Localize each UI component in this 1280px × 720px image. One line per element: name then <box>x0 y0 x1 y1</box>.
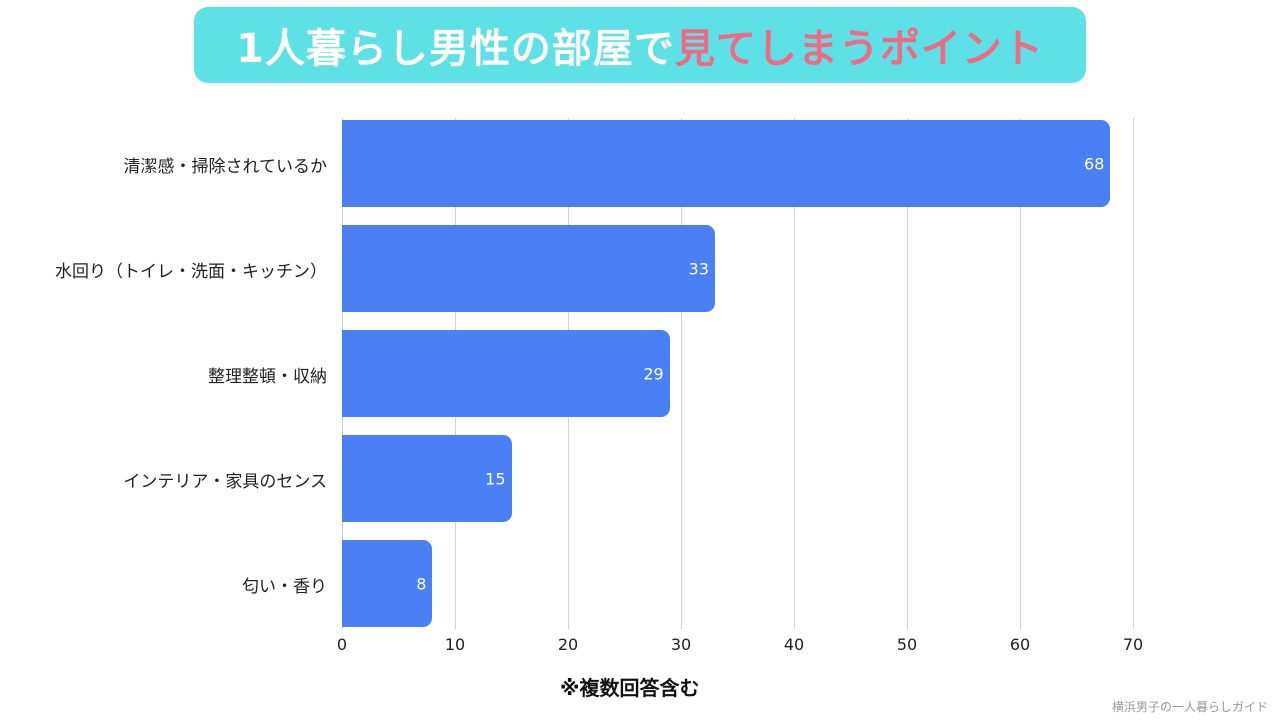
bar-value-label: 29 <box>643 364 664 383</box>
x-tick-label: 70 <box>1122 635 1144 654</box>
title-main: 1人暮らし男性の部屋で <box>236 26 675 72</box>
grid-line <box>907 118 908 629</box>
category-label: インテリア・家具のセンス <box>123 472 327 492</box>
x-tick-label: 20 <box>557 635 579 654</box>
x-tick-label: 30 <box>670 635 692 654</box>
plot-area: 68 33 29 15 8 <box>342 118 1134 629</box>
bar-value-label: 68 <box>1084 154 1105 173</box>
category-label: 匂い・香り <box>242 577 327 597</box>
bar: 8 <box>342 540 433 627</box>
bar-value-label: 33 <box>688 259 709 278</box>
category-label: 整理整頓・収納 <box>208 367 327 387</box>
category-label: 水回り（トイレ・洗面・キッチン） <box>55 262 327 282</box>
grid-line <box>1020 118 1021 629</box>
x-tick-label: 40 <box>783 635 805 654</box>
bar: 33 <box>342 225 715 312</box>
category-label: 清潔感・掃除されているか <box>123 157 328 177</box>
bar-value-label: 8 <box>416 574 427 593</box>
axis-note: ※複数回答含む <box>560 676 700 700</box>
title-accent: 見てしまうポイント <box>674 26 1044 72</box>
x-tick-label: 60 <box>1009 635 1031 654</box>
bar-value-label: 15 <box>485 469 506 488</box>
credit-text: 横浜男子の一人暮らしガイド <box>1111 700 1268 714</box>
x-tick-label: 50 <box>896 635 918 654</box>
bar: 15 <box>342 435 512 522</box>
x-tick-label: 10 <box>444 635 466 654</box>
chart-title: 1人暮らし男性の部屋で見てしまうポイント <box>236 16 1044 74</box>
bar: 68 <box>342 120 1111 207</box>
grid-line <box>794 118 795 629</box>
bar: 29 <box>342 330 670 417</box>
grid-line <box>681 118 682 629</box>
x-tick-label: 0 <box>336 635 348 654</box>
grid-line <box>1133 118 1134 629</box>
title-banner: 1人暮らし男性の部屋で見てしまうポイント <box>194 7 1086 83</box>
